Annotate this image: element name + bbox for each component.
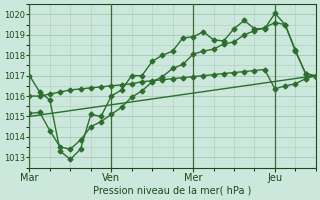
X-axis label: Pression niveau de la mer( hPa ): Pression niveau de la mer( hPa ) <box>93 186 252 196</box>
